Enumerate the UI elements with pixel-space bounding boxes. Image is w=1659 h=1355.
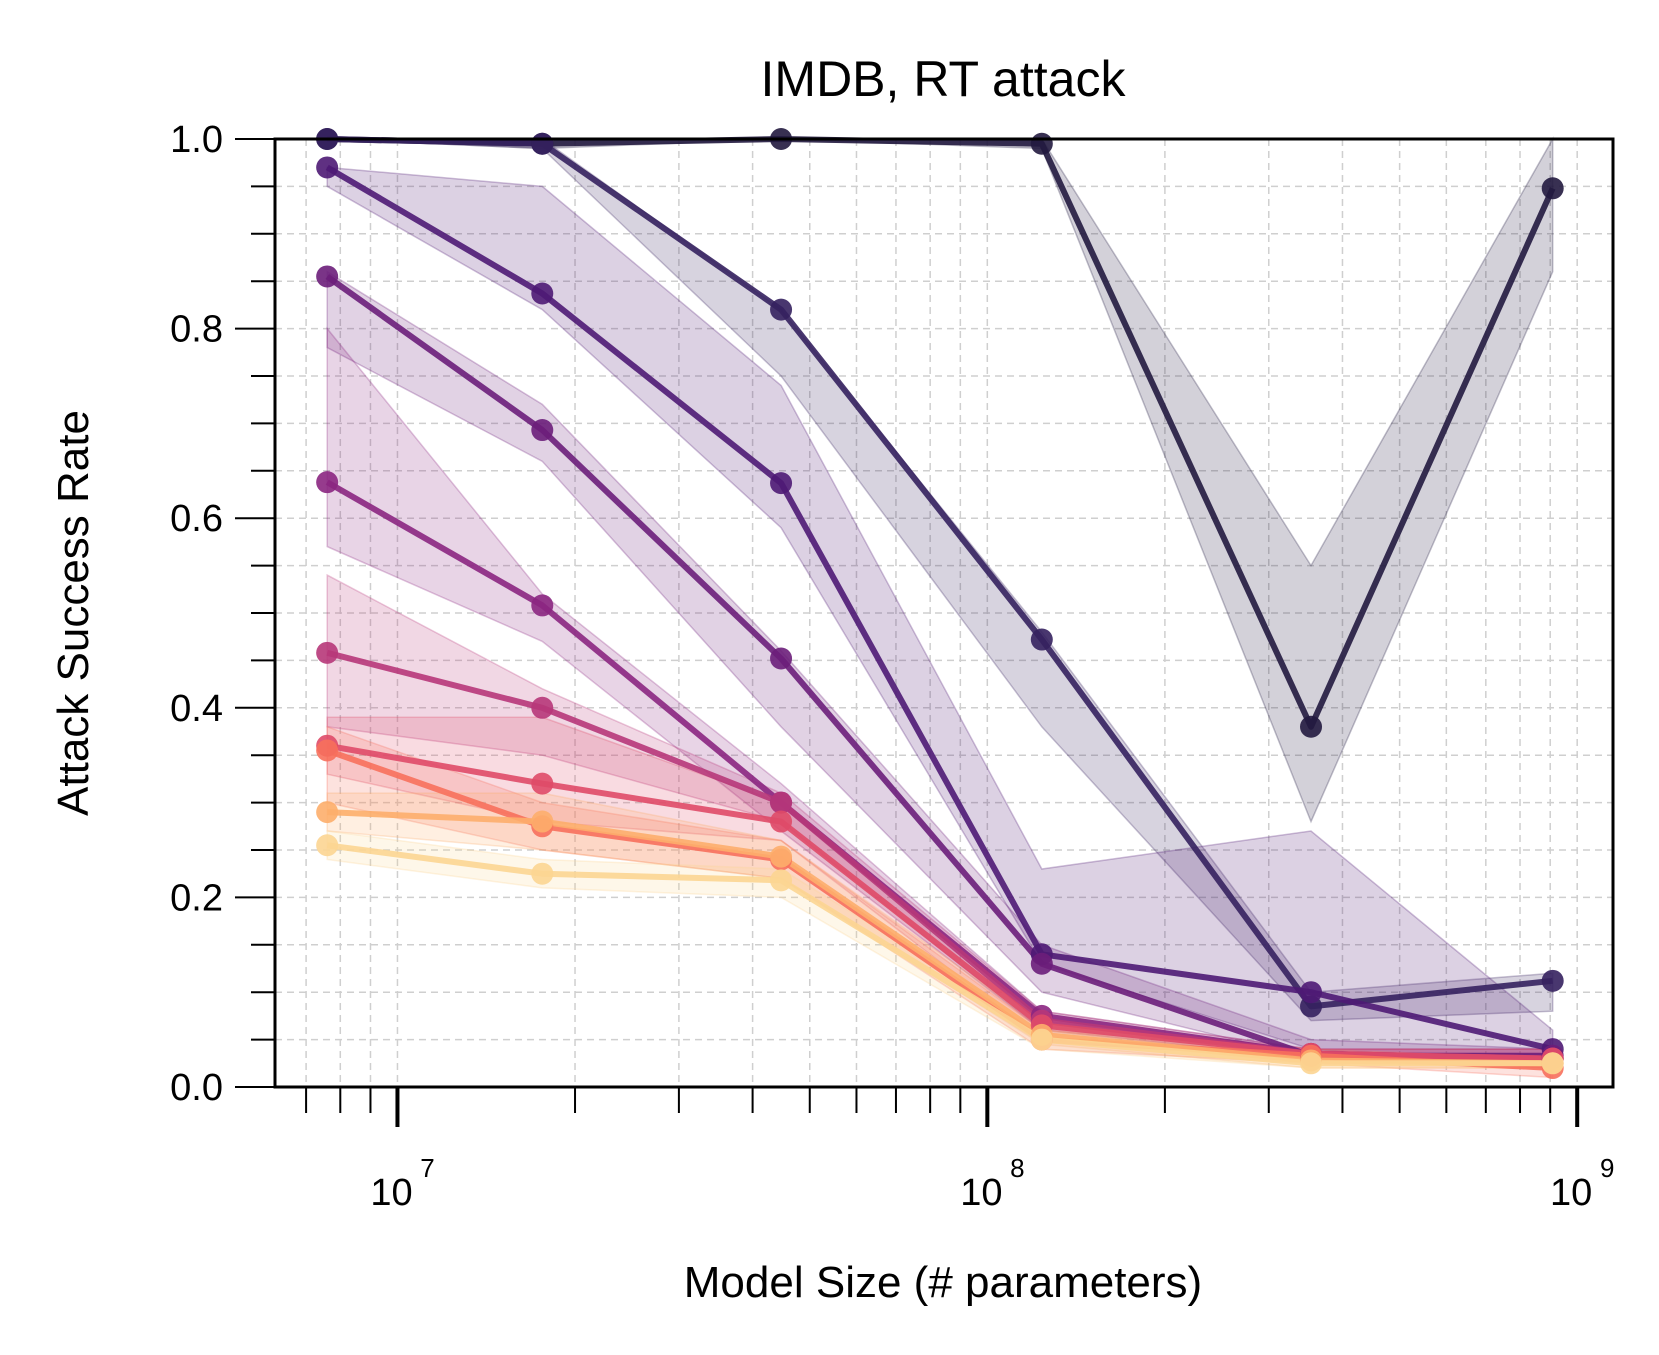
series-2-point <box>531 132 554 155</box>
x-tick-base: 10 <box>960 1172 1002 1214</box>
series-line-7 <box>326 742 1553 1062</box>
y-tick-label: 0.6 <box>170 498 223 540</box>
y-axis: 0.0 0.2 0.4 0.6 0.8 1.0 <box>170 119 275 1109</box>
series-6-point <box>531 696 554 719</box>
series-5-point <box>531 594 554 617</box>
x-axis: 10 7 10 8 10 9 <box>305 1087 1614 1214</box>
series-10-point <box>1300 1052 1323 1075</box>
x-tick-label: 10 7 <box>370 1153 434 1214</box>
series-2-point <box>770 298 793 321</box>
series-line-3 <box>325 164 1554 1053</box>
series-line-10 <box>326 842 1553 1067</box>
line-layer <box>325 136 1556 1071</box>
series-4-point <box>1030 952 1053 975</box>
x-tick-label: 10 8 <box>960 1153 1024 1214</box>
series-4-point <box>770 647 793 670</box>
x-tick-base: 10 <box>370 1172 412 1214</box>
series-1-point <box>1541 177 1564 200</box>
series-10-point <box>316 834 339 857</box>
series-3-point <box>531 282 554 305</box>
series-2-point <box>1030 628 1053 651</box>
y-tick-label: 0.0 <box>170 1067 223 1109</box>
series-4-point <box>316 265 339 288</box>
plot-area <box>273 128 1615 1089</box>
point-layer <box>316 128 1564 1080</box>
series-7-point <box>531 772 554 795</box>
series-4-point <box>531 419 554 442</box>
series-10-point <box>531 862 554 885</box>
series-5-point <box>316 471 339 494</box>
series-6-point <box>316 641 339 664</box>
series-10-point <box>770 869 793 892</box>
series-1-point <box>1300 715 1323 738</box>
series-line-8 <box>326 747 1553 1071</box>
series-1-point <box>1030 132 1053 155</box>
x-tick-exponent: 7 <box>420 1153 434 1183</box>
x-tick-base: 10 <box>1550 1172 1592 1214</box>
series-8-point <box>316 739 339 762</box>
series-3-point <box>770 472 793 495</box>
series-9-point <box>316 801 339 824</box>
x-tick-label: 10 9 <box>1550 1153 1614 1214</box>
x-tick-exponent: 8 <box>1010 1153 1024 1183</box>
x-tick-exponent: 9 <box>1600 1153 1614 1183</box>
y-tick-label: 1.0 <box>170 119 223 161</box>
x-axis-label: Model Size (# parameters) <box>684 1258 1202 1307</box>
series-2-point <box>1541 969 1564 992</box>
series-7-point <box>770 810 793 833</box>
y-axis-label: Attack Success Rate <box>49 410 98 816</box>
y-tick-label: 0.8 <box>170 309 223 351</box>
y-tick-label: 0.4 <box>170 688 223 730</box>
series-6-point <box>770 791 793 814</box>
series-9-point <box>531 810 554 833</box>
chart-title: IMDB, RT attack <box>761 51 1127 107</box>
series-10-point <box>1030 1028 1053 1051</box>
series-3-point <box>1300 981 1323 1004</box>
series-3-point <box>316 156 339 179</box>
y-tick-label: 0.2 <box>170 877 223 919</box>
series-9-point <box>770 845 793 868</box>
series-10-point <box>1541 1052 1564 1075</box>
grid-layer <box>275 139 1613 1087</box>
